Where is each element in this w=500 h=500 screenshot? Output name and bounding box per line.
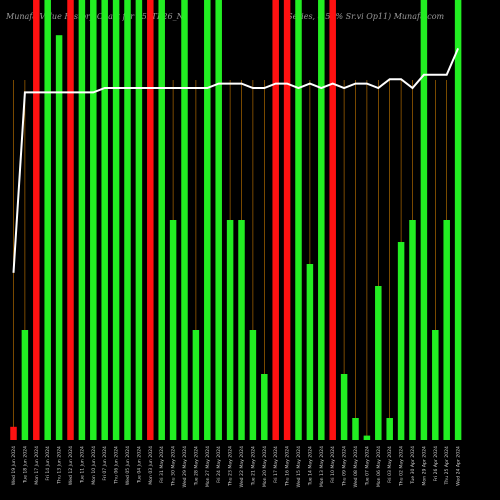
- chart-title: Munafa Value History Chart for 85LTF26_N…: [6, 12, 189, 21]
- x-tick-label: Wed 22 May 2024: [239, 446, 245, 488]
- volume-bar: [432, 330, 439, 440]
- x-tick-label: Tue 11 Jun 2024: [79, 446, 85, 484]
- x-tick-label: Mon 10 Jun 2024: [91, 446, 97, 485]
- volume-bar: [158, 0, 165, 440]
- x-tick-label: Fri 26 Apr 2024: [433, 446, 439, 481]
- x-tick-label: Thu 13 Jun 2024: [57, 446, 63, 485]
- volume-bar: [226, 220, 234, 440]
- volume-bar: [215, 0, 222, 440]
- x-tick-label: Mon 20 May 2024: [262, 446, 268, 487]
- x-tick-label: Tue 07 May 2024: [364, 446, 370, 486]
- volume-bar: [295, 0, 302, 440]
- volume-bar: [10, 426, 17, 440]
- volume-bar: [181, 0, 188, 440]
- volume-bar: [272, 0, 279, 440]
- x-tick-label: Wed 05 Jun 2024: [125, 446, 131, 485]
- x-tick-label: Fri 24 May 2024: [216, 446, 222, 483]
- volume-bar: [124, 0, 131, 440]
- volume-bar: [112, 0, 120, 440]
- volume-bar: [363, 435, 371, 440]
- volume-bar: [33, 0, 40, 440]
- x-tick-label: Thu 06 Jun 2024: [114, 446, 120, 485]
- x-tick-label: Wed 24 Apr 2024: [456, 446, 462, 486]
- volume-bar: [21, 330, 29, 440]
- x-tick-label: Mon 29 Apr 2024: [421, 446, 427, 486]
- x-tick-label: Mon 13 May 2024: [319, 446, 325, 487]
- volume-bar: [238, 220, 245, 440]
- volume-bar: [101, 0, 108, 440]
- volume-bar: [420, 0, 428, 440]
- volume-bar: [375, 286, 382, 440]
- x-tick-label: Mon 03 Jun 2024: [148, 446, 154, 485]
- x-tick-label: Thu 25 Apr 2024: [444, 446, 450, 486]
- volume-bar: [261, 374, 268, 440]
- volume-bar: [443, 220, 450, 440]
- volume-bar: [318, 0, 325, 440]
- x-tick-label: Tue 14 May 2024: [307, 446, 313, 486]
- x-tick-label: Tue 30 Apr 2024: [410, 446, 416, 485]
- volume-bar: [386, 418, 393, 440]
- x-tick-label: Fri 03 May 2024: [387, 446, 393, 483]
- x-tick-label: Wed 08 May 2024: [353, 446, 359, 488]
- x-tick-label: Mon 06 May 2024: [376, 446, 382, 487]
- volume-bar: [55, 35, 63, 440]
- volume-bar: [169, 220, 177, 440]
- volume-bar: [454, 0, 462, 440]
- x-tick-label: Mon 27 May 2024: [205, 446, 211, 487]
- volume-bar: [283, 0, 291, 440]
- x-tick-label: Tue 28 May 2024: [193, 446, 199, 486]
- x-tick-label: Tue 04 Jun 2024: [136, 446, 142, 484]
- volume-bar: [192, 330, 200, 440]
- volume-bar: [249, 330, 257, 440]
- x-tick-label: Thu 02 May 2024: [399, 446, 405, 487]
- volume-bar: [44, 0, 51, 440]
- volume-bars: [10, 0, 462, 440]
- chart-subtitle: (Series, 8.50% Sr.vi Op11) Munafa.com: [284, 12, 445, 21]
- volume-bar: [67, 0, 74, 440]
- trend-line: [12, 48, 460, 273]
- x-tick-label: Fri 31 May 2024: [159, 446, 165, 483]
- volume-bar: [409, 220, 416, 440]
- x-tick-label: Fri 14 Jun 2024: [45, 446, 51, 481]
- volume-bar: [90, 0, 97, 440]
- x-tick-label: Tue 21 May 2024: [250, 446, 256, 486]
- volume-bar: [397, 242, 405, 440]
- volume-bar: [306, 264, 314, 440]
- volume-bar: [135, 0, 143, 440]
- x-tick-label: Thu 09 May 2024: [342, 446, 348, 487]
- volume-bar: [78, 0, 86, 440]
- volume-bar: [340, 374, 348, 440]
- x-tick-label: Wed 19 Jun 2024: [11, 446, 17, 485]
- volume-bar: [352, 418, 359, 440]
- x-tick-label: Thu 30 May 2024: [171, 446, 177, 487]
- x-tick-label: Thu 23 May 2024: [228, 446, 234, 487]
- x-tick-label: Wed 12 Jun 2024: [68, 446, 74, 485]
- x-tick-label: Fri 17 May 2024: [273, 446, 279, 483]
- volume-bar: [329, 0, 336, 440]
- x-tick-label: Fri 10 May 2024: [330, 446, 336, 483]
- x-tick-label: Fri 07 Jun 2024: [102, 446, 108, 481]
- x-tick-label: Tue 18 Jun 2024: [22, 446, 28, 484]
- x-tick-label: Wed 15 May 2024: [296, 446, 302, 488]
- x-tick-label: Wed 29 May 2024: [182, 446, 188, 488]
- x-tick-label: Thu 16 May 2024: [285, 446, 291, 487]
- x-tick-label: Mon 17 Jun 2024: [34, 446, 40, 485]
- volume-bar: [147, 0, 154, 440]
- x-axis-labels: Wed 19 Jun 2024 Tue 18 Jun 2024 Mon 17 Jun…: [11, 446, 462, 488]
- volume-bar: [204, 0, 211, 440]
